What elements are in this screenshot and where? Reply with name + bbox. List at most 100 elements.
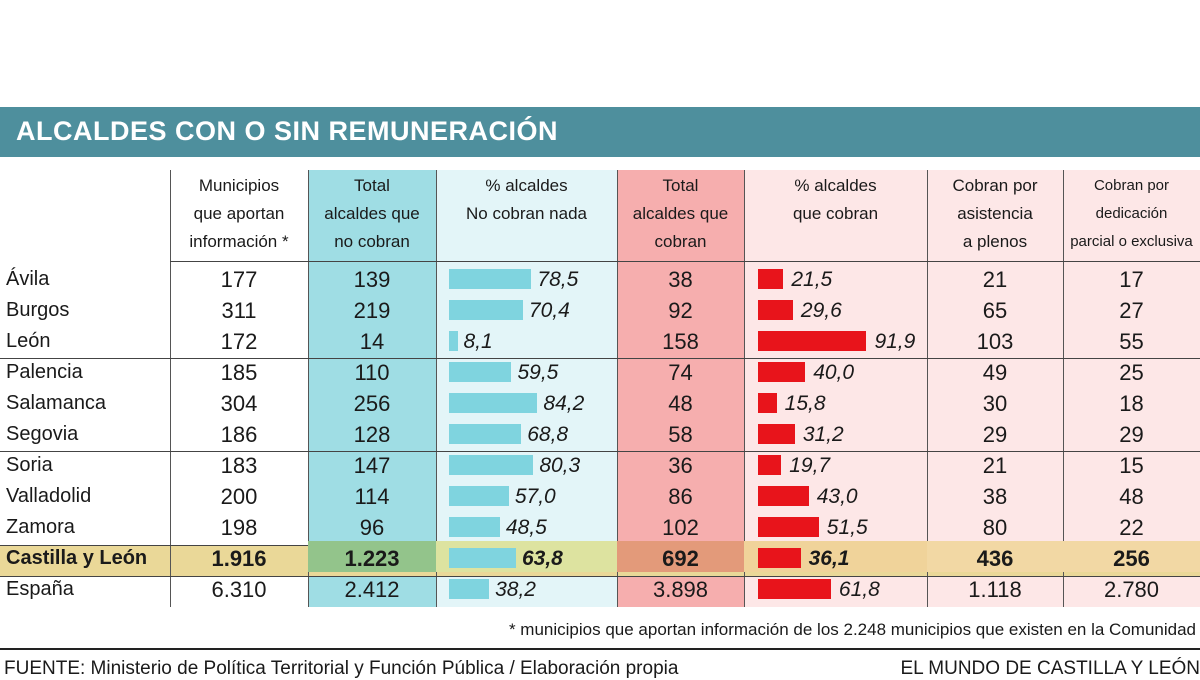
pct-label-no-cobran: 80,3: [539, 454, 581, 477]
header-asistencia: Cobran por asistencia a plenos: [952, 176, 1038, 251]
row-label: Ávila: [6, 268, 50, 290]
bar-no-cobran: [449, 424, 522, 444]
cell-municipios: 186: [220, 422, 258, 447]
highlight-cell: [617, 541, 744, 572]
cell-total-no-cobran: 2.412: [344, 577, 400, 602]
cell-total-cobran: 692: [662, 546, 699, 571]
highlight-cell: [1063, 541, 1200, 572]
cell-municipios: 183: [220, 453, 258, 478]
pct-label-no-cobran: 84,2: [543, 392, 585, 415]
header-total-cobran: Total alcaldes que cobran: [632, 176, 729, 251]
row-label: Castilla y León: [6, 547, 148, 569]
bar-no-cobran: [449, 455, 534, 475]
bar-cobran: [758, 455, 782, 475]
col-divider: [436, 170, 437, 607]
bar-cobran: [758, 300, 793, 320]
cell-total-no-cobran: 147: [353, 453, 391, 478]
pct-label-cobran: 29,6: [800, 299, 842, 322]
cell-total-no-cobran: 139: [353, 267, 391, 292]
cell-asistencia: 21: [982, 453, 1008, 478]
cell-total-no-cobran: 219: [353, 298, 391, 323]
cell-dedicacion: 17: [1119, 267, 1144, 292]
bar-cobran: [758, 331, 867, 351]
cell-total-cobran: 102: [662, 515, 699, 540]
header-municipios: Municipios que aportan información *: [189, 176, 289, 251]
cell-dedicacion: 27: [1119, 298, 1144, 323]
cell-dedicacion: 15: [1119, 453, 1144, 478]
col-divider: [308, 170, 309, 607]
source-credit: FUENTE: Ministerio de Política Territori…: [4, 658, 679, 679]
footnote: * municipios que aportan información de …: [508, 620, 1196, 639]
cell-total-cobran: 3.898: [652, 577, 709, 602]
group-divider: [0, 576, 1200, 577]
bar-no-cobran: [449, 300, 523, 320]
cell-asistencia: 38: [982, 484, 1008, 509]
cell-municipios: 1.916: [211, 546, 267, 571]
pct-label-cobran: 51,5: [826, 516, 868, 539]
pct-label-no-cobran: 78,5: [537, 268, 579, 291]
pct-label-no-cobran: 57,0: [514, 485, 556, 508]
cell-asistencia: 49: [982, 360, 1008, 385]
cell-asistencia: 80: [982, 515, 1008, 540]
bar-no-cobran: [449, 517, 500, 537]
bar-no-cobran: [449, 548, 516, 568]
cell-dedicacion: 48: [1119, 484, 1144, 509]
cell-asistencia: 21: [982, 267, 1008, 292]
header-total-no-cobran: Total alcaldes que no cobran: [324, 176, 420, 251]
cell-dedicacion: 18: [1119, 391, 1144, 416]
bar-no-cobran: [449, 362, 512, 382]
cell-municipios: 6.310: [211, 577, 267, 602]
bar-no-cobran: [449, 486, 509, 506]
cell-dedicacion: 25: [1119, 360, 1144, 385]
cell-total-cobran: 36: [668, 453, 693, 478]
cell-total-no-cobran: 128: [353, 422, 391, 447]
cell-dedicacion: 2.780: [1103, 577, 1160, 602]
cell-dedicacion: 256: [1113, 546, 1150, 571]
bar-cobran: [758, 269, 784, 289]
group-divider: [0, 358, 1200, 359]
col-divider: [744, 170, 745, 607]
pct-label-cobran: 31,2: [802, 423, 844, 446]
row-label: León: [6, 330, 51, 352]
bar-cobran: [758, 548, 801, 568]
row-label: Palencia: [6, 361, 83, 383]
cell-total-cobran: 74: [668, 360, 693, 385]
bar-cobran: [758, 362, 806, 382]
group-divider: [0, 451, 1200, 452]
bar-cobran: [758, 393, 777, 413]
chart-title: ALCALDES CON O SIN REMUNERACIÓN: [16, 116, 559, 146]
cell-municipios: 311: [221, 298, 257, 323]
row-label: Valladolid: [6, 485, 92, 507]
col-bg-total-cobran: [617, 170, 744, 607]
cell-total-no-cobran: 14: [359, 329, 385, 354]
header-pct-no-cobran: % alcaldes No cobran nada: [466, 176, 587, 223]
cell-municipios: 172: [220, 329, 258, 354]
cell-total-no-cobran: 256: [353, 391, 391, 416]
bar-no-cobran: [449, 393, 538, 413]
pct-label-cobran: 40,0: [813, 361, 855, 384]
header-dedicacion: Cobran por dedicación parcial o exclusiv…: [1070, 177, 1193, 250]
cell-dedicacion: 55: [1119, 329, 1144, 354]
pct-label-no-cobran: 63,8: [521, 547, 563, 570]
cell-total-no-cobran: 1.223: [344, 546, 400, 571]
pct-label-cobran: 21,5: [791, 268, 833, 291]
cell-asistencia: 29: [982, 422, 1008, 447]
cell-asistencia: 436: [976, 546, 1014, 571]
cell-asistencia: 30: [982, 391, 1008, 416]
cell-total-cobran: 38: [668, 267, 693, 292]
col-divider: [927, 170, 928, 607]
col-divider: [617, 170, 618, 607]
cell-total-no-cobran: 110: [354, 360, 390, 385]
header-divider: [170, 261, 1200, 262]
cell-asistencia: 103: [976, 329, 1014, 354]
cell-municipios: 304: [220, 391, 258, 416]
col-bg-asistencia: [927, 170, 1063, 607]
pct-label-no-cobran: 8,1: [463, 330, 493, 353]
cell-municipios: 177: [220, 267, 258, 292]
pct-label-cobran: 15,8: [784, 392, 826, 415]
row-label: Segovia: [6, 423, 79, 445]
pct-label-no-cobran: 38,2: [495, 578, 536, 601]
bar-no-cobran: [449, 579, 490, 599]
pct-label-cobran: 19,7: [789, 454, 831, 477]
cell-total-no-cobran: 96: [359, 515, 385, 540]
